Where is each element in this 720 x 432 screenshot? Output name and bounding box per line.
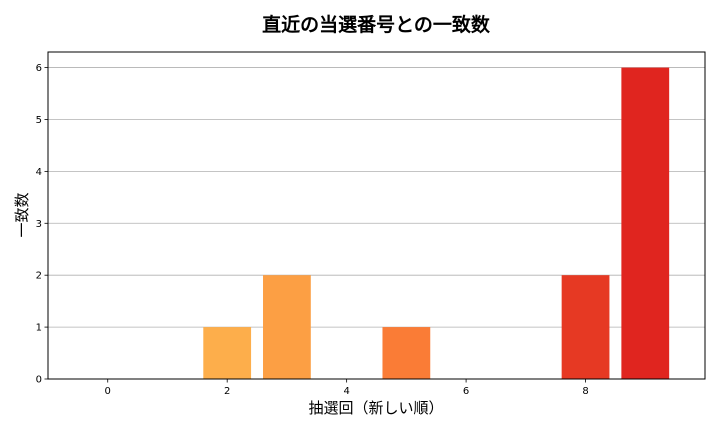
y-tick-label: 0 [36, 375, 42, 386]
x-tick-label: 4 [343, 386, 349, 397]
bar [621, 67, 670, 380]
x-ticks: 0 2 4 6 8 [105, 379, 589, 397]
x-tick-label: 8 [582, 386, 588, 397]
plot-frame [47, 51, 706, 380]
y-ticks: 0 1 2 3 4 5 6 [36, 63, 48, 386]
bar [203, 327, 252, 379]
x-axis-title: 抽選回（新しい順） [308, 399, 443, 417]
y-tick-label: 1 [36, 323, 42, 334]
x-tick-label: 0 [105, 386, 111, 397]
bar [561, 275, 610, 379]
bars [203, 67, 670, 380]
y-tick-label: 5 [36, 115, 42, 126]
y-axis-title: 一致数 [13, 192, 31, 237]
y-tick-label: 4 [36, 167, 42, 178]
x-tick-label: 6 [463, 386, 469, 397]
y-tick-label: 2 [36, 271, 42, 282]
y-tick-label: 6 [36, 63, 42, 74]
bar [382, 327, 431, 379]
gridlines [48, 67, 705, 380]
x-tick-label: 2 [224, 386, 230, 397]
y-tick-label: 3 [36, 219, 42, 230]
bar [263, 275, 311, 379]
chart-title: 直近の当選番号との一致数 [262, 13, 491, 36]
